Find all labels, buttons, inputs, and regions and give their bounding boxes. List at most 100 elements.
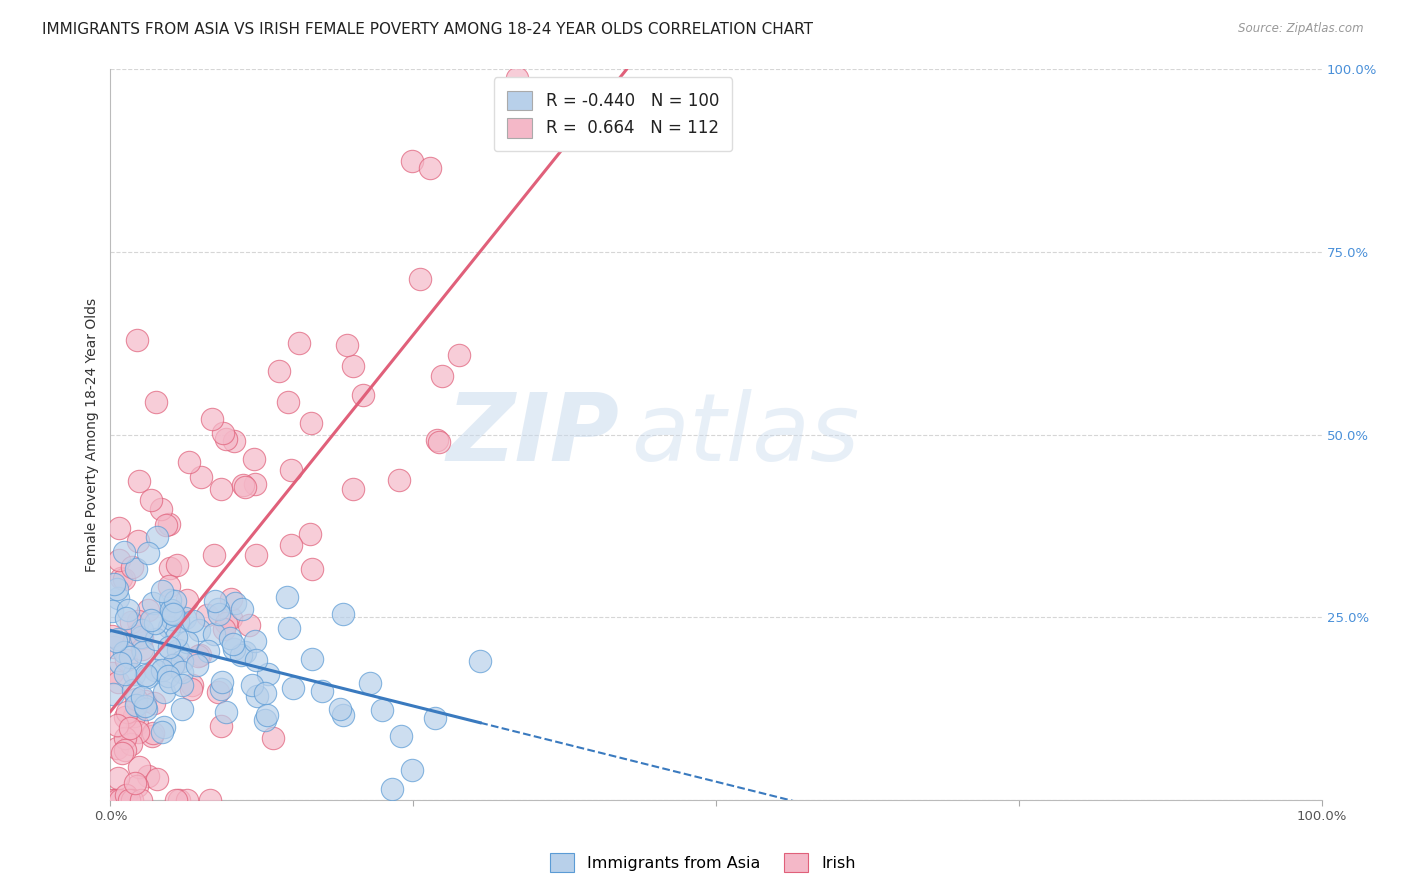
Point: [311, 684, 333, 698]
Point: [224, 434, 246, 448]
Point: [245, 548, 267, 562]
Point: [224, 596, 246, 610]
Point: [100, 629, 122, 643]
Point: [222, 637, 245, 651]
Point: [136, 769, 159, 783]
Point: [112, 572, 135, 586]
Point: [104, 634, 127, 648]
Point: [232, 477, 254, 491]
Point: [245, 653, 267, 667]
Point: [219, 591, 242, 606]
Point: [222, 642, 245, 657]
Point: [470, 654, 492, 668]
Point: [117, 603, 139, 617]
Point: [231, 602, 253, 616]
Point: [125, 698, 148, 713]
Point: [103, 577, 125, 591]
Point: [166, 558, 188, 572]
Point: [280, 463, 302, 477]
Point: [129, 793, 152, 807]
Point: [277, 395, 299, 409]
Point: [107, 521, 129, 535]
Point: [155, 518, 177, 533]
Point: [165, 793, 187, 807]
Point: [124, 629, 146, 643]
Point: [208, 607, 231, 622]
Point: [143, 663, 166, 677]
Point: [105, 718, 128, 732]
Y-axis label: Female Poverty Among 18-24 Year Olds: Female Poverty Among 18-24 Year Olds: [86, 298, 100, 572]
Point: [100, 665, 122, 680]
Point: [301, 651, 323, 665]
Point: [380, 782, 402, 797]
Point: [243, 451, 266, 466]
Point: [138, 546, 160, 560]
Point: [219, 632, 242, 646]
Point: [174, 611, 197, 625]
Point: [145, 395, 167, 409]
Point: [162, 607, 184, 622]
Point: [125, 562, 148, 576]
Point: [209, 719, 232, 733]
Point: [125, 692, 148, 706]
Point: [107, 675, 129, 690]
Point: [157, 579, 180, 593]
Point: [202, 627, 225, 641]
Legend: R = -0.440   N = 100, R =  0.664   N = 112: R = -0.440 N = 100, R = 0.664 N = 112: [494, 78, 733, 151]
Point: [202, 548, 225, 562]
Point: [332, 607, 354, 621]
Point: [150, 584, 173, 599]
Text: Source: ZipAtlas.com: Source: ZipAtlas.com: [1239, 22, 1364, 36]
Point: [107, 771, 129, 785]
Point: [430, 368, 453, 383]
Point: [142, 726, 165, 740]
Point: [157, 517, 180, 532]
Text: atlas: atlas: [631, 389, 859, 480]
Point: [195, 608, 218, 623]
Point: [160, 612, 183, 626]
Point: [120, 615, 142, 629]
Point: [197, 644, 219, 658]
Point: [150, 724, 173, 739]
Point: [152, 685, 174, 699]
Point: [114, 710, 136, 724]
Point: [332, 707, 354, 722]
Point: [111, 746, 134, 760]
Point: [301, 562, 323, 576]
Point: [107, 632, 129, 646]
Point: [162, 657, 184, 672]
Point: [277, 621, 299, 635]
Point: [425, 711, 447, 725]
Point: [188, 623, 211, 637]
Point: [118, 793, 141, 807]
Point: [127, 615, 149, 629]
Point: [299, 417, 322, 431]
Point: [136, 670, 159, 684]
Point: [118, 649, 141, 664]
Point: [262, 731, 284, 746]
Point: [172, 702, 194, 716]
Point: [419, 161, 441, 176]
Point: [267, 364, 290, 378]
Point: [159, 602, 181, 616]
Point: [105, 793, 128, 807]
Point: [231, 648, 253, 662]
Point: [114, 743, 136, 757]
Point: [169, 793, 191, 807]
Point: [238, 617, 260, 632]
Point: [170, 678, 193, 692]
Point: [298, 527, 321, 541]
Point: [110, 793, 132, 807]
Point: [429, 435, 451, 450]
Point: [172, 654, 194, 668]
Point: [409, 272, 432, 286]
Point: [257, 667, 280, 681]
Point: [122, 709, 145, 723]
Point: [131, 631, 153, 645]
Point: [246, 689, 269, 703]
Point: [115, 705, 138, 719]
Point: [105, 582, 128, 597]
Point: [122, 666, 145, 681]
Point: [389, 729, 412, 743]
Point: [240, 678, 263, 692]
